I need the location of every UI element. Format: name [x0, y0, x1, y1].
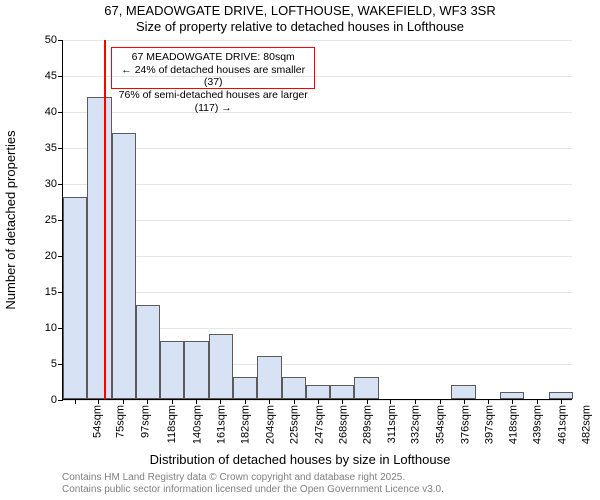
xtick-label: 204sqm [265, 405, 277, 444]
xtick-label: 482sqm [580, 405, 592, 444]
attribution-line-2: Contains public sector information licen… [62, 484, 444, 496]
xtick-label: 418sqm [508, 405, 520, 444]
xtick-label: 118sqm [166, 405, 178, 443]
xtick-mark [390, 399, 391, 404]
attribution-line-1: Contains HM Land Registry data © Crown c… [62, 472, 444, 484]
xtick-label: 75sqm [115, 405, 127, 438]
xtick-label: 97sqm [140, 405, 152, 438]
ytick-label: 5 [51, 358, 63, 370]
ytick-label: 40 [45, 106, 63, 118]
xtick-label: 289sqm [361, 405, 373, 444]
histogram-bar [282, 377, 306, 399]
chart-root: { "title_line1": "67, MEADOWGATE DRIVE, … [0, 0, 600, 500]
xtick-mark [123, 399, 124, 404]
xtick-mark [440, 399, 441, 404]
xtick-label: 268sqm [337, 405, 349, 444]
histogram-bar [209, 334, 233, 399]
plot-area: 0510152025303540455054sqm75sqm97sqm118sq… [62, 40, 572, 400]
histogram-bar [500, 392, 524, 399]
ytick-label: 20 [45, 250, 63, 262]
xtick-mark [196, 399, 197, 404]
title-line-2: Size of property relative to detached ho… [0, 20, 600, 35]
histogram-bar [112, 133, 136, 399]
histogram-bar [549, 392, 573, 399]
gridline [63, 184, 572, 185]
xtick-label: 397sqm [484, 405, 496, 444]
xtick-label: 332sqm [410, 405, 422, 444]
xtick-mark [318, 399, 319, 404]
histogram-bar [306, 385, 330, 399]
xtick-label: 376sqm [460, 405, 472, 444]
ytick-label: 10 [45, 322, 63, 334]
xtick-mark [172, 399, 173, 404]
xtick-mark [147, 399, 148, 404]
xtick-label: 439sqm [532, 405, 544, 444]
ytick-label: 50 [45, 34, 63, 46]
title-line-1: 67, MEADOWGATE DRIVE, LOFTHOUSE, WAKEFIE… [0, 4, 600, 19]
gridline [63, 256, 572, 257]
ytick-label: 15 [45, 286, 63, 298]
xtick-mark [464, 399, 465, 404]
y-axis-label: Number of detached properties [3, 130, 18, 309]
xtick-mark [512, 399, 513, 404]
gridline [63, 292, 572, 293]
xtick-mark [98, 399, 99, 404]
callout-line: 76% of semi-detached houses are larger (… [117, 89, 309, 114]
histogram-bar [233, 377, 257, 399]
xtick-label: 354sqm [435, 405, 447, 444]
histogram-bar [87, 97, 111, 399]
xtick-label: 461sqm [556, 405, 568, 444]
ytick-label: 45 [45, 70, 63, 82]
gridline [63, 40, 572, 41]
callout-box: 67 MEADOWGATE DRIVE: 80sqm← 24% of detac… [111, 47, 315, 89]
xtick-label: 140sqm [192, 405, 204, 444]
histogram-bar [330, 385, 354, 399]
xtick-mark [537, 399, 538, 404]
xtick-mark [269, 399, 270, 404]
histogram-bar [451, 385, 475, 399]
xtick-mark [561, 399, 562, 404]
x-axis-label: Distribution of detached houses by size … [0, 452, 600, 467]
histogram-bar [354, 377, 378, 399]
xtick-label: 311sqm [386, 405, 398, 443]
xtick-label: 182sqm [240, 405, 252, 444]
highlight-marker-line [104, 40, 106, 399]
xtick-mark [294, 399, 295, 404]
histogram-bar [160, 341, 184, 399]
ytick-label: 30 [45, 178, 63, 190]
gridline [63, 148, 572, 149]
xtick-mark [220, 399, 221, 404]
xtick-mark [245, 399, 246, 404]
histogram-bar [136, 305, 160, 399]
histogram-bar [184, 341, 208, 399]
xtick-mark [488, 399, 489, 404]
ytick-label: 0 [51, 394, 63, 406]
histogram-bar [63, 197, 87, 399]
xtick-label: 225sqm [288, 405, 300, 444]
gridline [63, 220, 572, 221]
xtick-label: 161sqm [216, 405, 228, 444]
attribution: Contains HM Land Registry data © Crown c… [62, 472, 444, 496]
xtick-mark [415, 399, 416, 404]
callout-line: 67 MEADOWGATE DRIVE: 80sqm [117, 51, 309, 64]
ytick-label: 25 [45, 214, 63, 226]
xtick-mark [367, 399, 368, 404]
xtick-label: 247sqm [313, 405, 325, 444]
histogram-bar [257, 356, 281, 399]
ytick-label: 35 [45, 142, 63, 154]
xtick-mark [342, 399, 343, 404]
callout-line: ← 24% of detached houses are smaller (37… [117, 64, 309, 89]
xtick-mark [75, 399, 76, 404]
xtick-label: 54sqm [91, 405, 103, 438]
